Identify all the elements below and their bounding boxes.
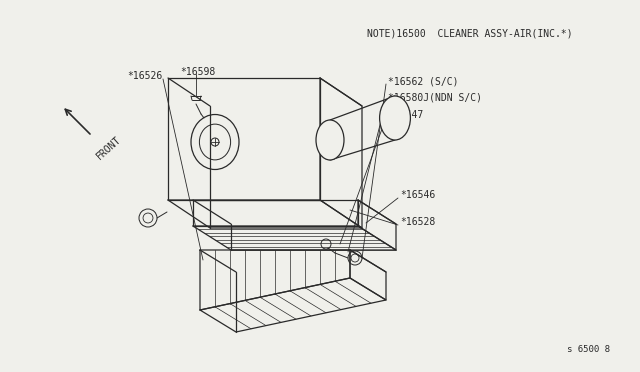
Text: *16547: *16547 <box>388 110 423 120</box>
Circle shape <box>139 209 157 227</box>
Polygon shape <box>168 78 320 200</box>
Text: s 6500 8: s 6500 8 <box>567 345 610 354</box>
Ellipse shape <box>316 120 344 160</box>
Text: *16528: *16528 <box>400 217 435 227</box>
Ellipse shape <box>380 96 410 140</box>
Polygon shape <box>193 200 358 226</box>
Text: *16562 (S/C): *16562 (S/C) <box>388 76 458 86</box>
Polygon shape <box>193 226 396 250</box>
Text: FRONT: FRONT <box>95 134 124 161</box>
Polygon shape <box>320 78 362 228</box>
Polygon shape <box>200 278 386 332</box>
Polygon shape <box>350 250 386 300</box>
Text: *16526: *16526 <box>127 71 162 81</box>
Text: *16546: *16546 <box>400 190 435 200</box>
Polygon shape <box>200 250 350 310</box>
Polygon shape <box>168 200 362 228</box>
Text: *16580J(NDN S/C): *16580J(NDN S/C) <box>388 93 482 103</box>
Text: NOTE)16500  CLEANER ASSY-AIR(INC.*): NOTE)16500 CLEANER ASSY-AIR(INC.*) <box>367 28 573 38</box>
Text: *16598: *16598 <box>180 67 215 77</box>
Polygon shape <box>358 200 396 250</box>
